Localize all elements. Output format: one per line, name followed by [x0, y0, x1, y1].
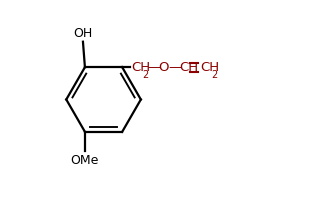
Text: —: —: [168, 61, 181, 74]
Text: OH: OH: [73, 27, 93, 40]
Text: 2: 2: [211, 70, 217, 80]
Text: —: —: [147, 61, 160, 74]
Text: 2: 2: [142, 70, 149, 80]
Text: CH: CH: [179, 61, 198, 74]
Text: O: O: [158, 61, 169, 74]
Text: CH: CH: [131, 61, 150, 74]
Text: OMe: OMe: [71, 154, 99, 167]
Text: CH: CH: [200, 61, 219, 74]
